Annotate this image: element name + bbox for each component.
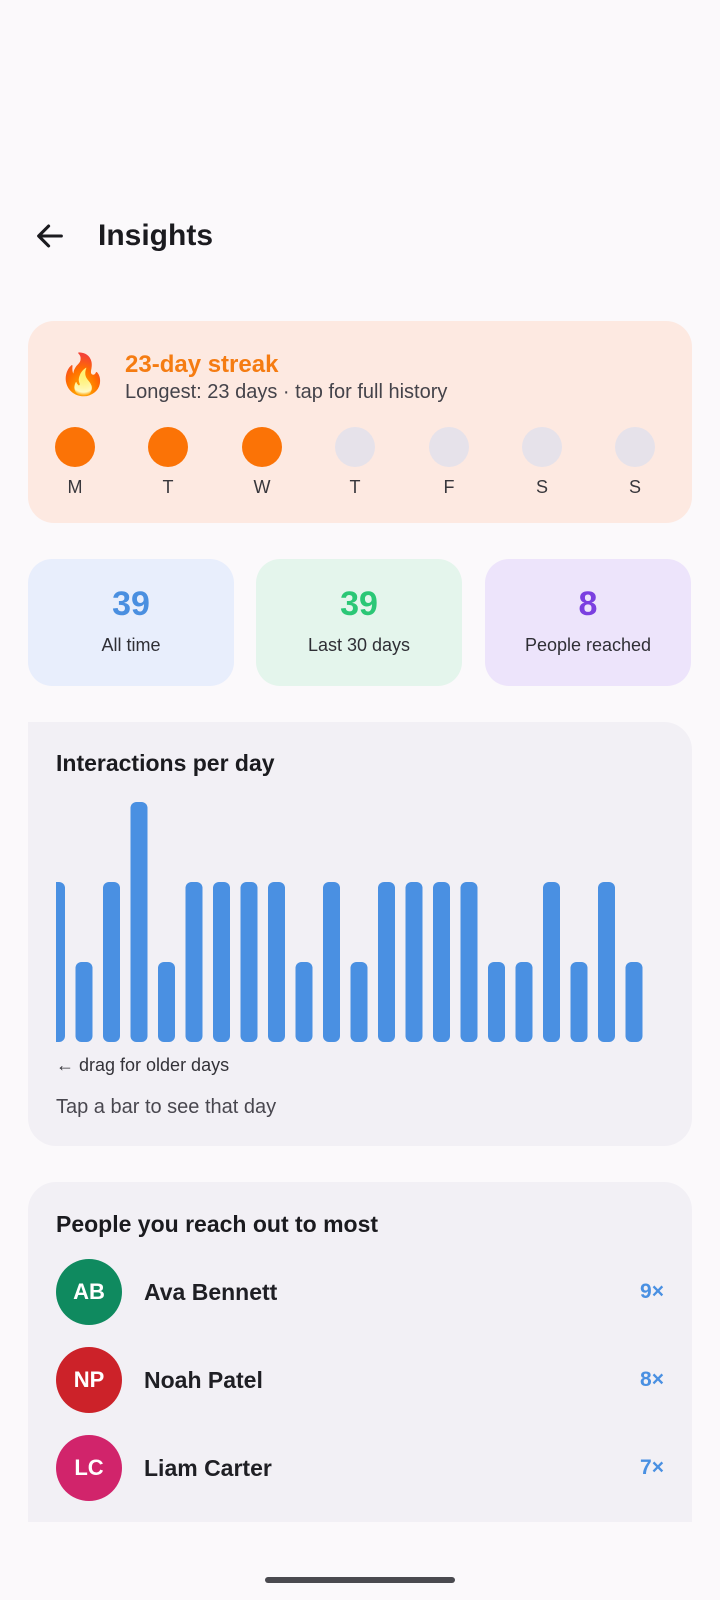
app-bar: Insights xyxy=(0,200,720,272)
streak-day-label: M xyxy=(67,477,83,497)
streak-day: S xyxy=(522,427,562,498)
streak-day-label: S xyxy=(628,477,641,497)
streak-day-dot xyxy=(522,427,562,467)
stat-label: Last 30 days xyxy=(307,635,411,655)
chart-bar[interactable] xyxy=(185,882,203,1042)
chart-bar[interactable] xyxy=(543,882,560,1042)
chart-bar[interactable] xyxy=(213,882,230,1042)
person-row-ava-bennett[interactable]: AB Ava Bennett 9× xyxy=(56,1258,664,1326)
stat-card-people-reached: 8 People reached xyxy=(485,559,691,686)
avatar: LC xyxy=(56,1435,122,1501)
streak-day-dot xyxy=(148,427,188,467)
person-row-noah-patel[interactable]: NP Noah Patel 8× xyxy=(56,1346,664,1414)
person-count: 9× xyxy=(640,1280,664,1303)
person-row-liam-carter[interactable]: LC Liam Carter 7× xyxy=(56,1434,664,1502)
chart-scroll-edge xyxy=(28,722,56,1052)
streak-day-dot xyxy=(335,427,375,467)
chart-bar[interactable] xyxy=(158,962,175,1042)
streak-day-label: S xyxy=(535,477,548,497)
chart-bar[interactable] xyxy=(570,962,588,1042)
fire-icon: 🔥 xyxy=(58,353,108,397)
streak-day-label: W xyxy=(253,477,271,497)
streak-day-dot xyxy=(55,427,95,467)
person-name: Noah Patel xyxy=(144,1366,263,1393)
chart-bar[interactable] xyxy=(625,962,643,1042)
stat-label: All time xyxy=(101,635,161,655)
chart-bar[interactable] xyxy=(240,882,258,1042)
chart-bar[interactable] xyxy=(268,882,285,1042)
back-button[interactable] xyxy=(18,204,82,268)
chart-bar[interactable] xyxy=(515,962,533,1042)
chart-bar[interactable] xyxy=(75,962,93,1042)
streak-day: W xyxy=(242,427,282,498)
avatar: AB xyxy=(56,1259,122,1325)
chart-bar[interactable] xyxy=(405,882,423,1042)
chart-bar[interactable] xyxy=(488,962,505,1042)
interactions-bar-chart[interactable] xyxy=(28,722,692,1052)
chart-title: Interactions per day xyxy=(56,750,275,776)
status-bar xyxy=(0,0,720,90)
chart-bar[interactable] xyxy=(103,882,120,1042)
arrow-left-icon xyxy=(37,224,63,248)
page-title: Insights xyxy=(98,219,214,252)
streak-day-label: T xyxy=(162,477,174,497)
stat-card-last-30-days: 39 Last 30 days xyxy=(256,559,462,686)
chart-bar[interactable] xyxy=(295,962,313,1042)
person-name: Liam Carter xyxy=(144,1454,272,1481)
chart-bar[interactable] xyxy=(323,882,340,1042)
person-count: 7× xyxy=(640,1456,664,1479)
stat-label: People reached xyxy=(524,635,652,655)
stat-value: 39 xyxy=(340,585,378,623)
streak-day: F xyxy=(429,427,469,498)
chart-bar[interactable] xyxy=(378,882,395,1042)
avatar: NP xyxy=(56,1347,122,1413)
people-title: People you reach out to most xyxy=(56,1211,379,1237)
streak-subtitle: Longest: 23 days · tap for full history xyxy=(125,381,448,403)
tap-hint: Tap a bar to see that day xyxy=(56,1096,277,1118)
streak-day-dot xyxy=(615,427,655,467)
stat-value: 39 xyxy=(112,585,150,623)
chart-bar[interactable] xyxy=(598,882,615,1042)
chart-bar[interactable] xyxy=(433,882,450,1042)
person-count: 8× xyxy=(640,1368,664,1391)
streak-day: M xyxy=(55,427,95,498)
streak-day: T xyxy=(335,427,375,498)
chart-bar[interactable] xyxy=(130,802,148,1042)
streak-day-dot xyxy=(242,427,282,467)
streak-day-dot xyxy=(429,427,469,467)
streak-card[interactable]: 🔥 23-day streak Longest: 23 days · tap f… xyxy=(28,321,692,523)
streak-title: 23-day streak xyxy=(125,351,279,378)
stat-value: 8 xyxy=(578,585,598,623)
chart-bar[interactable] xyxy=(350,962,368,1042)
person-name: Ava Bennett xyxy=(144,1278,278,1305)
stat-card-all-time: 39 All time xyxy=(28,559,234,686)
streak-day: T xyxy=(148,427,188,498)
top-people-card: People you reach out to most AB Ava Benn… xyxy=(28,1182,692,1522)
streak-day: S xyxy=(615,427,655,498)
chart-bar[interactable] xyxy=(460,882,478,1042)
streak-day-label: F xyxy=(443,477,455,497)
drag-hint[interactable]: ← drag for older days xyxy=(56,1055,230,1075)
home-indicator[interactable] xyxy=(265,1577,455,1583)
streak-day-label: T xyxy=(349,477,361,497)
interactions-chart-card: Interactions per day ← drag for older da… xyxy=(28,722,692,1146)
